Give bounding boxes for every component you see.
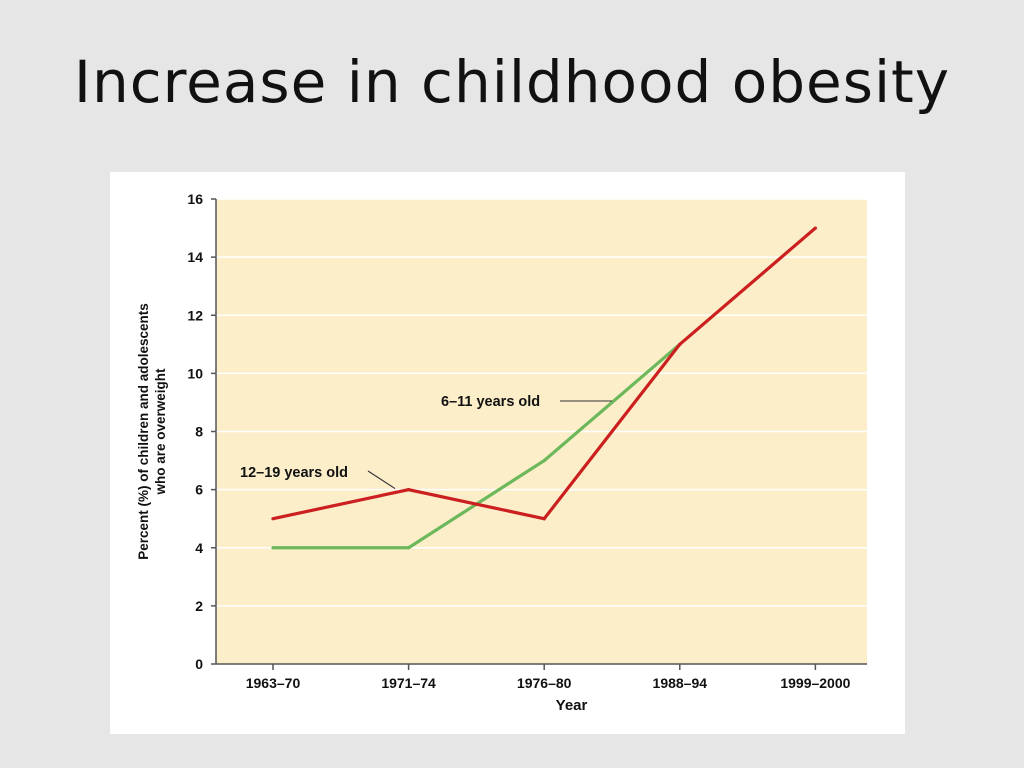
y-tick-label: 10 (187, 365, 203, 381)
x-axis-ticks: 1963–70 1971–74 1976–80 1988–94 1999–2000 (246, 664, 851, 691)
data-point (542, 458, 546, 463)
y-axis-ticks: 0 2 4 6 8 10 12 14 16 (187, 191, 216, 672)
y-tick-label: 12 (187, 307, 203, 323)
data-point (271, 517, 275, 521)
y-tick-label: 0 (195, 656, 203, 672)
line-chart: 0 2 4 6 8 10 12 14 16 1963–70 1971–74 1976–80 1988–… (136, 191, 867, 714)
x-tick-label: 1988–94 (653, 675, 708, 691)
data-point (542, 517, 546, 521)
y-axis-label-line-2: who are overweight (153, 368, 168, 496)
slide-title: Increase in childhood obesity (73, 48, 951, 116)
series-layer (271, 226, 817, 550)
y-tick-label: 16 (187, 191, 203, 207)
x-tick-label: 1999–2000 (780, 675, 850, 691)
data-point (406, 488, 411, 492)
data-point (678, 342, 682, 346)
y-tick-label: 4 (195, 540, 203, 556)
data-point (813, 226, 817, 230)
data-point (271, 546, 275, 550)
leader-line (367, 470, 396, 489)
x-tick-label: 1971–74 (381, 675, 436, 691)
series-label-12-19: 12–19 years old (240, 465, 348, 481)
y-tick-label: 6 (195, 482, 203, 498)
y-tick-label: 14 (187, 249, 203, 265)
chart-card: 0 2 4 6 8 10 12 14 16 1963–70 1971–74 1976–80 1988–… (110, 172, 905, 734)
y-tick-label: 2 (195, 598, 203, 614)
y-tick-label: 8 (195, 424, 203, 440)
x-tick-label: 1963–70 (246, 675, 301, 691)
x-tick-label: 1976–80 (517, 675, 572, 691)
series-label-6-11: 6–11 years old (441, 394, 540, 410)
y-axis-label-line-1: Percent (%) of children and adolescents (136, 303, 151, 560)
x-axis-label: Year (556, 697, 588, 714)
data-point (406, 546, 411, 550)
series-labels: 6–11 years old 12–19 years old (240, 394, 612, 489)
